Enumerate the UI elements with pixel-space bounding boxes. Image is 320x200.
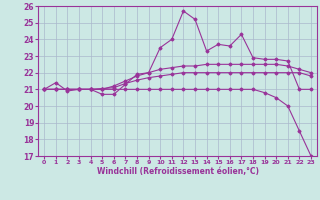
X-axis label: Windchill (Refroidissement éolien,°C): Windchill (Refroidissement éolien,°C) [97,167,259,176]
